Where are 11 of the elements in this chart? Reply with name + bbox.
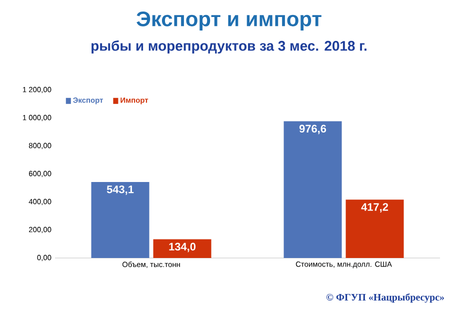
data-label: 417,2 [361,203,388,212]
data-label: 543,1 [106,185,134,195]
bar [284,121,342,258]
bar [346,200,404,258]
chart-subtitle: рыбы и морепродуктов за 3 мес. 2018 г. [92,40,366,54]
bar [153,239,212,258]
data-label: 134,0 [169,242,196,252]
bar [91,182,150,258]
text: © ФГУП «Нацрыбресурс» [326,293,444,303]
chart-title: Экспорт и импорт [136,12,322,30]
data-label: 976,6 [299,124,326,134]
